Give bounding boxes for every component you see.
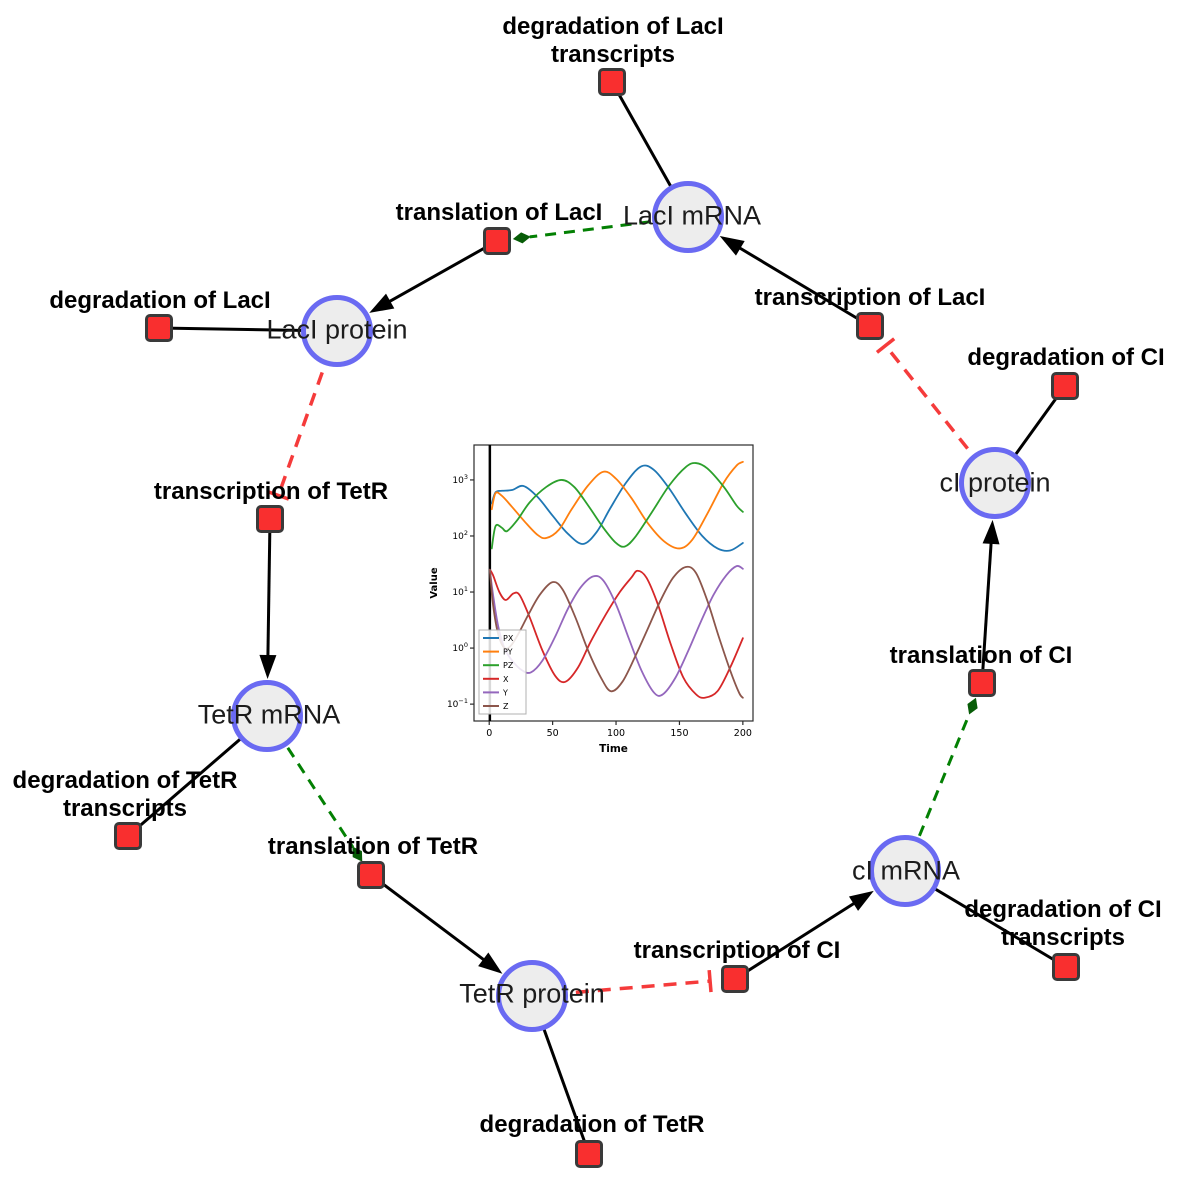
reaction-node-tx_tetr[interactable]	[256, 505, 284, 533]
edge-tetr_protein-tx_ci-tbar	[707, 969, 713, 993]
legend-label-PY: PY	[503, 648, 513, 657]
edge-tl_tetr-tetr_protein-arrowhead	[478, 952, 503, 974]
reaction-node-tx_laci[interactable]	[856, 312, 884, 340]
edge-laci_mrna-tl_laci-diamond	[512, 232, 531, 244]
species-node-ci_protein[interactable]	[959, 447, 1031, 519]
x-tick-label: 0	[486, 728, 492, 739]
reaction-node-deg_tetr[interactable]	[575, 1140, 603, 1168]
legend-label-X: X	[503, 675, 509, 684]
edge-tl_ci-ci_protein	[980, 537, 993, 684]
edge-tx_ci-ci_mrna-arrowhead	[848, 890, 874, 911]
series-PY	[490, 460, 744, 550]
edge-tx_tetr-tetr_mrna-arrowhead	[259, 654, 277, 680]
series-PX	[490, 464, 744, 552]
series-X	[488, 568, 744, 699]
edge-ci_mrna-tl_ci-diamond	[967, 697, 978, 715]
edge-tl_laci-laci_protein-arrowhead	[369, 293, 395, 313]
x-tick-label: 100	[607, 728, 625, 739]
series-PZ	[490, 462, 744, 550]
reaction-node-deg_laci[interactable]	[145, 314, 173, 342]
edge-tx_ci-ci_mrna	[734, 899, 860, 981]
y-axis-label: Value	[429, 567, 440, 598]
reaction-node-tl_tetr[interactable]	[357, 861, 385, 889]
reaction-node-deg_ci[interactable]	[1051, 372, 1079, 400]
x-axis-label: Time	[599, 743, 628, 755]
edge-tx_laci-laci_mrna-arrowhead	[719, 236, 745, 256]
edge-tx_laci-laci_mrna	[734, 243, 871, 328]
reaction-node-tx_ci[interactable]	[721, 965, 749, 993]
reaction-node-deg_laci_tx[interactable]	[598, 68, 626, 96]
reaction-node-tl_ci[interactable]	[968, 669, 996, 697]
species-node-tetr_protein[interactable]	[496, 960, 568, 1032]
x-tick-label: 200	[734, 728, 752, 739]
reaction-node-deg_tetr_tx[interactable]	[114, 822, 142, 850]
species-node-tetr_mrna[interactable]	[231, 680, 303, 752]
legend-label-PX: PX	[503, 634, 514, 643]
legend-label-PZ: PZ	[503, 661, 514, 670]
edge-tl_ci-ci_protein-arrowhead	[982, 519, 1000, 545]
species-node-ci_mrna[interactable]	[869, 835, 941, 907]
species-node-laci_mrna[interactable]	[652, 181, 724, 253]
edge-tl_tetr-tetr_protein	[370, 873, 489, 965]
species-node-laci_protein[interactable]	[301, 295, 373, 367]
inset-chart: 0 50 100 150 20010−1100101102103TimeValuePXP…	[428, 440, 773, 770]
edge-tl_laci-laci_protein	[384, 239, 498, 306]
edge-ci_protein-tx_laci-tbar	[875, 337, 896, 354]
x-tick-label: 50	[547, 728, 559, 739]
x-tick-label: 150	[670, 728, 688, 739]
legend-label-Z: Z	[503, 702, 509, 711]
edge-tx_tetr-tetr_mrna	[266, 518, 272, 662]
edge-tetr_mrna-tl_tetr-diamond	[352, 846, 363, 862]
edge-laci_protein-tx_tetr-tbar	[267, 490, 290, 501]
reaction-node-deg_ci_tx[interactable]	[1052, 953, 1080, 981]
chart-legend	[478, 629, 527, 715]
reaction-node-tl_laci[interactable]	[483, 227, 511, 255]
legend-label-Y: Y	[502, 688, 508, 697]
